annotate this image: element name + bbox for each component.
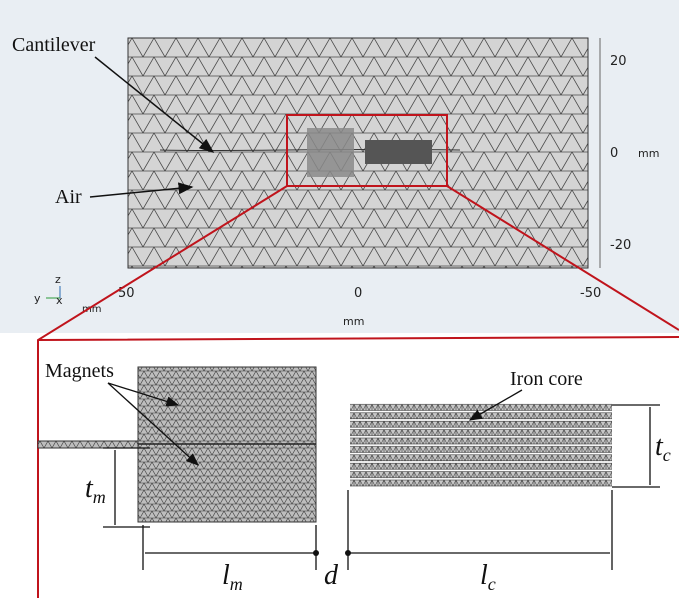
dimension-label: lm <box>222 560 243 594</box>
iron-core <box>350 403 612 487</box>
y-tick-label: -20 <box>610 238 631 253</box>
iron-core-label: Iron core <box>510 368 583 390</box>
magnets-label: Magnets <box>45 360 114 382</box>
y-tick-label: 20 <box>610 54 627 69</box>
core-block <box>365 140 432 164</box>
triad-label: z <box>55 273 61 286</box>
air-mesh <box>128 38 588 268</box>
x-unit: mm <box>343 315 364 328</box>
dimension-label: d <box>324 560 339 591</box>
magnet-block <box>307 128 354 177</box>
dimension-dot <box>345 550 351 556</box>
air-label: Air <box>55 186 82 208</box>
cantilever-label: Cantilever <box>12 34 96 56</box>
triad-label: x <box>56 294 63 307</box>
y-unit: mm <box>638 147 659 160</box>
triad-label: y <box>34 292 41 305</box>
dimension-label: tm <box>85 473 106 507</box>
x-tick-label: -50 <box>580 286 601 301</box>
x-tick-label: 0 <box>354 286 362 301</box>
dimension-label: lc <box>480 560 496 594</box>
dimension-dot <box>313 550 319 556</box>
page: 20 0 -20 mm 50 0 -50 mm z y x mm Cantile… <box>0 0 679 598</box>
y-tick-label: 0 <box>610 146 618 161</box>
dimension-label: tc <box>655 431 671 465</box>
figure: 20 0 -20 mm 50 0 -50 mm z y x mm Cantile… <box>0 0 679 598</box>
